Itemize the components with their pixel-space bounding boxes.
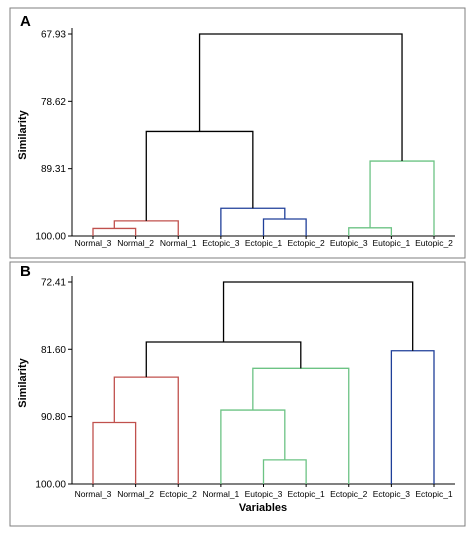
y-tick-label: 90.80 <box>41 412 66 423</box>
leaf-label: Normal_1 <box>202 489 239 499</box>
dendrogram-link <box>220 409 286 484</box>
y-tick-label: 81.60 <box>41 345 66 356</box>
leaf-label: Normal_3 <box>75 489 112 499</box>
leaf-label: Eutopic_1 <box>372 238 410 248</box>
y-axis-title: Similarity <box>17 109 29 159</box>
y-tick-label: 100.00 <box>35 480 66 491</box>
leaf-label: Ectopic_1 <box>245 238 283 248</box>
dendrogram-link <box>222 281 414 351</box>
leaf-label: Eutopic_2 <box>415 238 453 248</box>
leaf-label: Ectopic_1 <box>415 489 453 499</box>
panel-b-frame <box>9 261 466 527</box>
y-axis-title: Similarity <box>17 357 29 407</box>
dendrogram-link <box>220 207 286 236</box>
leaf-label: Ectopic_1 <box>287 489 325 499</box>
leaf-label: Eutopic_3 <box>245 489 283 499</box>
leaf-label: Ectopic_2 <box>160 489 198 499</box>
panel-a-frame <box>9 7 466 259</box>
leaf-label: Ectopic_2 <box>287 238 325 248</box>
panel-b-chart: 72.41 81.60 90.80 100.00 Similarity B Normal_3… <box>17 263 455 514</box>
y-tick-label: 67.93 <box>41 30 66 41</box>
y-tick-label: 72.41 <box>41 278 66 289</box>
y-tick-label: 100.00 <box>35 232 66 243</box>
dendrogram-link <box>390 350 435 484</box>
x-axis-title: Variables <box>239 502 287 514</box>
leaf-label: Ectopic_3 <box>373 489 411 499</box>
leaf-label: Normal_2 <box>117 489 154 499</box>
dendrogram-link <box>92 227 137 236</box>
y-tick-label: 89.31 <box>41 164 66 175</box>
leaf-label: Normal_3 <box>75 238 112 248</box>
leaf-label: Normal_1 <box>160 238 197 248</box>
leaf-label: Eutopic_3 <box>330 238 368 248</box>
leaf-label: Ectopic_2 <box>330 489 368 499</box>
panel-label: B <box>20 263 31 280</box>
dendrogram-link <box>348 227 393 236</box>
y-tick-label: 78.62 <box>41 97 66 108</box>
leaf-label: Ectopic_3 <box>202 238 240 248</box>
dendrogram-link <box>198 33 403 162</box>
panel-a-chart: 67.93 78.62 89.31 100.00 Similarity A Normal_3… <box>17 13 455 248</box>
panel-label: A <box>20 13 31 30</box>
leaf-label: Normal_2 <box>117 238 154 248</box>
